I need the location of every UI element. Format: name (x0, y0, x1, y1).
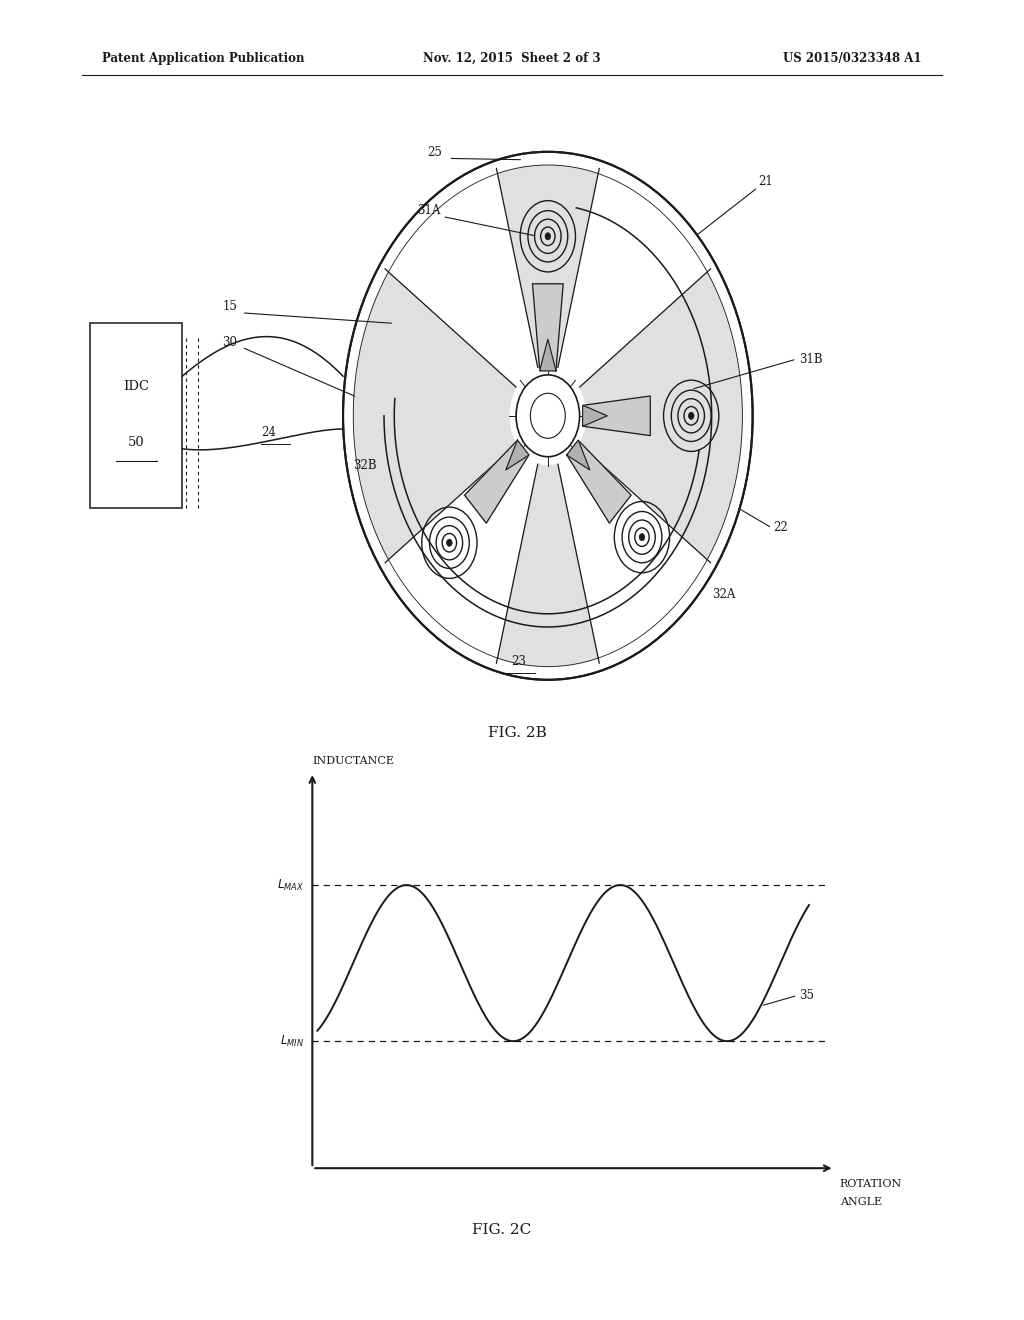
Text: 22: 22 (773, 520, 787, 533)
Text: 31A: 31A (417, 203, 440, 216)
Text: 15: 15 (222, 300, 238, 313)
Polygon shape (567, 441, 631, 523)
Circle shape (343, 152, 753, 680)
Text: INDUCTANCE: INDUCTANCE (312, 755, 394, 766)
Text: ROTATION: ROTATION (840, 1179, 902, 1189)
Text: FIG. 2B: FIG. 2B (487, 726, 547, 739)
Text: ANGLE: ANGLE (840, 1197, 882, 1208)
Polygon shape (540, 339, 556, 371)
Text: 23: 23 (511, 655, 525, 668)
Text: Patent Application Publication: Patent Application Publication (102, 51, 305, 65)
Text: 32B: 32B (353, 458, 377, 471)
Polygon shape (532, 284, 563, 370)
Text: US 2015/0323348 A1: US 2015/0323348 A1 (783, 51, 922, 65)
Text: 31B: 31B (799, 352, 822, 366)
Text: 50: 50 (128, 436, 144, 449)
Polygon shape (465, 441, 528, 523)
Text: 21: 21 (758, 174, 772, 187)
Text: 32A: 32A (712, 587, 735, 601)
Text: Nov. 12, 2015  Sheet 2 of 3: Nov. 12, 2015 Sheet 2 of 3 (423, 51, 601, 65)
Text: 24: 24 (261, 425, 276, 438)
Polygon shape (498, 165, 598, 367)
Text: 35: 35 (800, 989, 815, 1002)
Text: IDC: IDC (123, 380, 150, 393)
Polygon shape (566, 440, 590, 470)
Polygon shape (353, 272, 516, 560)
Circle shape (545, 232, 551, 240)
Polygon shape (498, 465, 598, 667)
Text: $L_{MAX}$: $L_{MAX}$ (278, 878, 304, 892)
Polygon shape (584, 396, 650, 436)
Text: 25: 25 (427, 145, 442, 158)
Text: $L_{MIN}$: $L_{MIN}$ (281, 1034, 304, 1048)
Polygon shape (583, 405, 607, 426)
Polygon shape (580, 272, 742, 560)
Circle shape (516, 375, 580, 457)
Polygon shape (506, 440, 529, 470)
Circle shape (688, 412, 694, 420)
Circle shape (530, 393, 565, 438)
Circle shape (446, 539, 453, 546)
Text: FIG. 2C: FIG. 2C (472, 1224, 531, 1237)
Text: 30: 30 (222, 335, 238, 348)
Bar (90, 323, 182, 508)
Circle shape (639, 533, 645, 541)
